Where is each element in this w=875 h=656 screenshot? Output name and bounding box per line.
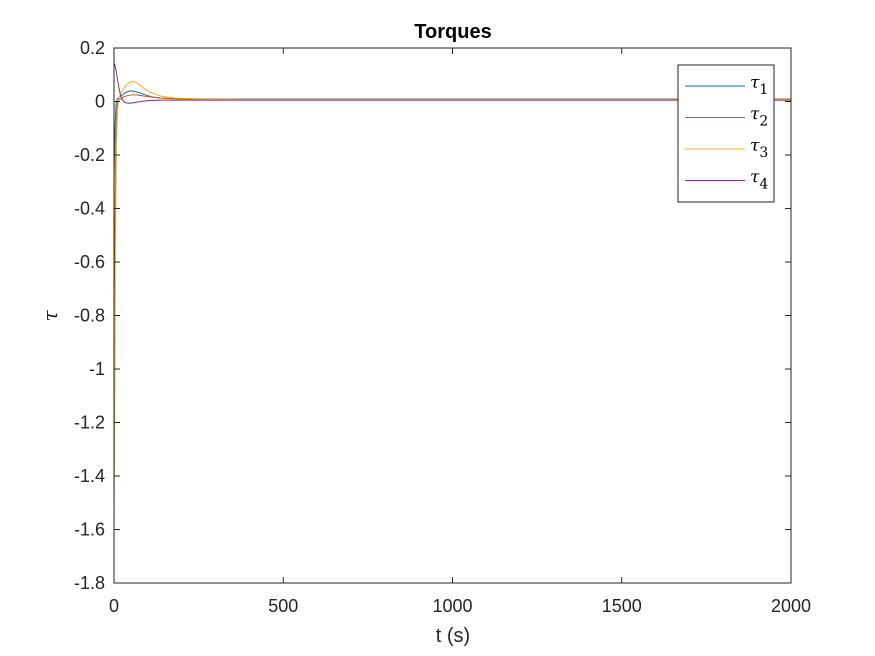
y-axis-label: τ: [38, 310, 62, 322]
legend-label-tau-2: τ2: [750, 105, 768, 130]
y-tick-label: -1: [89, 359, 105, 379]
x-axis: 0 500 1000 1500 2000: [109, 48, 811, 616]
legend-label-base: τ: [750, 136, 760, 156]
legend-label-tau-1: τ1: [750, 73, 768, 98]
x-tick-label: 1500: [602, 596, 642, 616]
legend-label-subscript: 1: [759, 82, 768, 98]
legend-label-base: τ: [750, 73, 760, 93]
y-tick-label: -0.4: [74, 199, 105, 219]
y-axis: 0.2 0 -0.2 -0.4 -0.6 -0.8 -1 -1.2 -1.4 -1.6 -1.8: [74, 38, 791, 593]
y-tick-label: 0.2: [80, 38, 105, 58]
x-tick-label: 500: [268, 596, 298, 616]
y-tick-label: 0: [95, 92, 105, 112]
x-tick-label: 1000: [432, 596, 472, 616]
legend-box: [677, 64, 775, 203]
y-tick-label: -0.6: [74, 252, 105, 272]
series-lines: [113, 63, 791, 530]
y-tick-label: -1.6: [74, 520, 105, 540]
legend-label-subscript: 4: [759, 177, 768, 193]
y-tick-label: -0.8: [74, 306, 105, 326]
legend-label-subscript: 2: [759, 114, 768, 130]
legend-label-base: τ: [750, 105, 760, 125]
legend-label-base: τ: [750, 168, 760, 188]
legend-label-tau-4: τ4: [750, 168, 768, 193]
series-line-tau-3: [113, 80, 791, 530]
series-line-tau-4: [113, 63, 791, 104]
legend-label-subscript: 3: [759, 145, 768, 161]
y-tick-label: -1.4: [74, 466, 105, 486]
series-line-tau-2: [113, 94, 791, 332]
y-tick-label: -1.2: [74, 413, 105, 433]
legend-label-tau-3: τ3: [750, 136, 768, 161]
x-tick-label: 2000: [771, 596, 811, 616]
x-tick-label: 0: [109, 596, 119, 616]
chart-title: Torques: [414, 21, 491, 43]
y-tick-label: -0.2: [74, 145, 105, 165]
x-axis-label: t (s): [436, 625, 470, 647]
y-tick-label: -1.8: [74, 573, 105, 593]
